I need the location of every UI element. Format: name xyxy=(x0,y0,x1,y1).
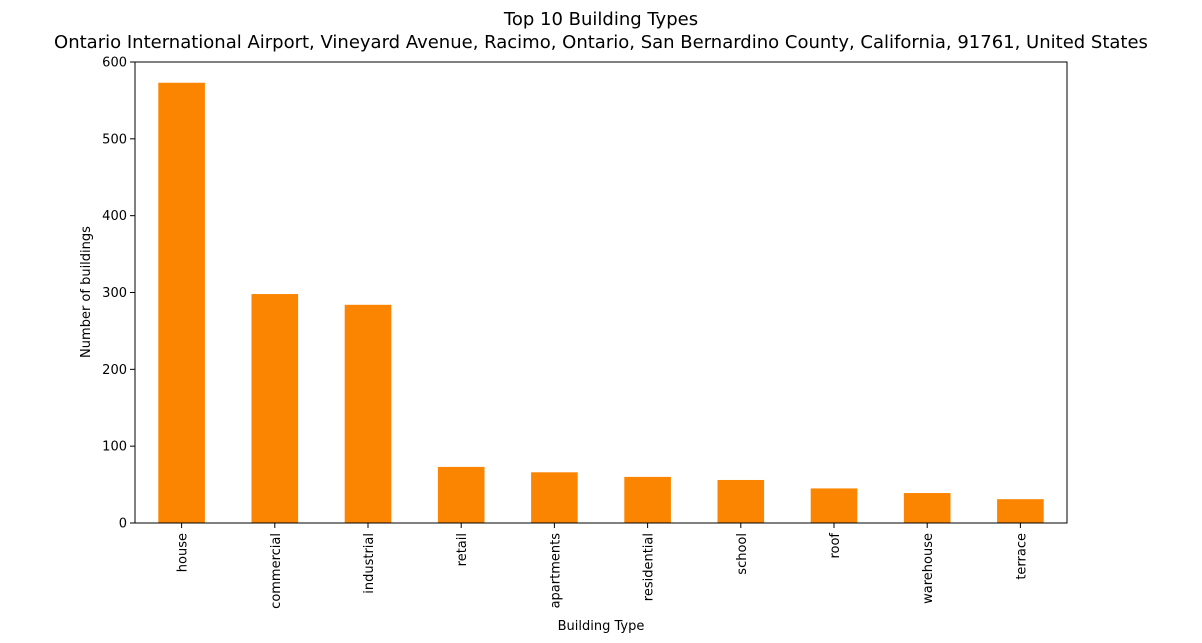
bar-house xyxy=(158,82,205,524)
plot-frame xyxy=(134,61,1068,524)
y-tick-label: 0 xyxy=(119,517,127,532)
x-tick-label: roof xyxy=(828,533,843,559)
x-tick-label: terrace xyxy=(1014,533,1029,580)
bar-industrial xyxy=(344,304,392,523)
chart-subtitle: Ontario International Airport, Vineyard … xyxy=(54,32,1148,53)
x-axis-label: Building Type xyxy=(558,619,645,634)
y-tick-label: 500 xyxy=(102,132,127,147)
x-tick-label: warehouse xyxy=(921,533,936,604)
y-axis: 0 100 200 300 400 500 600 xyxy=(102,56,135,532)
x-tick-label: industrial xyxy=(362,533,377,594)
bar-terrace xyxy=(997,499,1044,523)
bar-commercial xyxy=(251,294,299,523)
bar-warehouse xyxy=(903,493,951,523)
x-tick-label: residential xyxy=(642,533,657,601)
x-tick-label: retail xyxy=(455,533,470,566)
bar-roof xyxy=(810,488,858,523)
x-tick-label: apartments xyxy=(548,533,563,609)
bar-apartments xyxy=(531,472,578,523)
y-tick-label: 600 xyxy=(102,56,127,71)
y-tick-label: 100 xyxy=(102,440,127,455)
y-tick-label: 300 xyxy=(102,286,127,301)
bars-group xyxy=(158,82,1044,524)
chart-title: Top 10 Building Types xyxy=(503,9,698,30)
bar-retail xyxy=(437,466,485,523)
y-tick-label: 400 xyxy=(102,209,127,224)
bar-residential xyxy=(624,476,671,523)
bar-school xyxy=(717,479,765,523)
y-tick-label: 200 xyxy=(102,363,127,378)
x-tick-label: school xyxy=(735,533,750,575)
x-tick-label: commercial xyxy=(269,533,284,609)
x-tick-label: house xyxy=(176,533,191,572)
y-axis-label: Number of buildings xyxy=(79,226,94,358)
x-axis: house commercial industrial retail apartment… xyxy=(176,523,1029,609)
